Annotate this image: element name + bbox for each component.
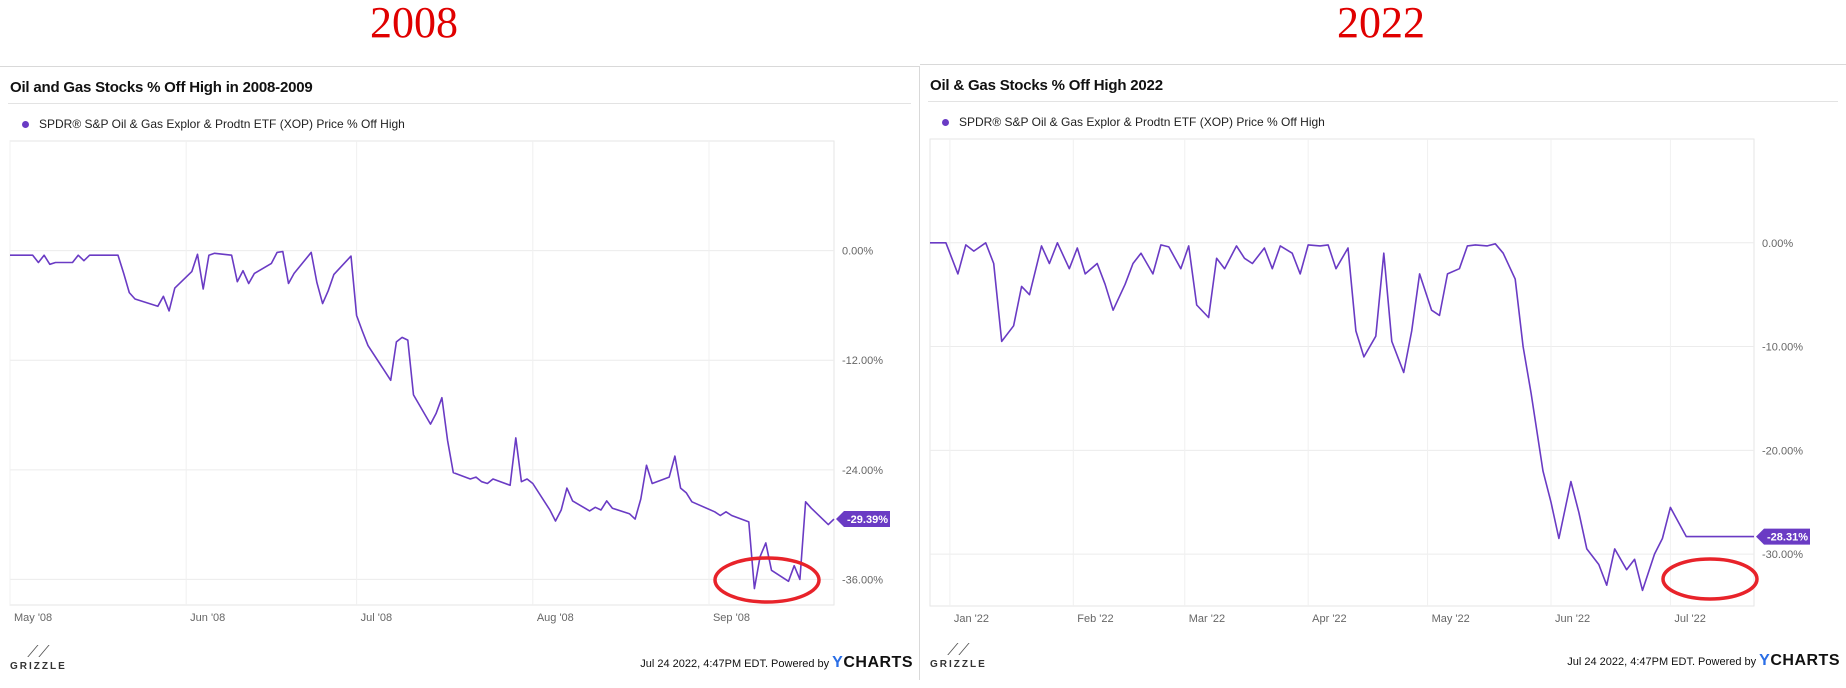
footer-attribution: Jul 24 2022, 4:47PM EDT. Powered by YCHA… <box>640 654 913 672</box>
panel-divider <box>919 66 920 680</box>
chart-panel-2022: Oil & Gas Stocks % Off High 2022 SPDR® S… <box>920 64 1846 678</box>
grizzle-logo: ⟋⟋ GRIZZLE <box>10 644 67 673</box>
x-tick-label: May '22 <box>1432 613 1470 625</box>
legend-label: SPDR® S&P Oil & Gas Explor & Prodtn ETF … <box>39 117 405 131</box>
chart-title: Oil and Gas Stocks % Off High in 2008-20… <box>10 79 313 96</box>
grizzle-logo-icon: ⟋⟋ <box>947 642 970 659</box>
line-chart-2022: 0.00% -10.00% -20.00% -30.00% Jan '22 Feb '22… <box>929 138 1810 625</box>
title-divider <box>928 101 1838 102</box>
x-tick-label: Jul '22 <box>1674 613 1705 625</box>
y-tick-label: 0.00% <box>1762 238 1793 250</box>
x-tick-label: May '08 <box>14 612 52 624</box>
highlight-circle <box>713 556 821 604</box>
chart-title: Oil & Gas Stocks % Off High 2022 <box>930 77 1163 94</box>
title-divider <box>8 103 911 104</box>
last-value-tag <box>836 511 890 528</box>
y-tick-label: -24.00% <box>842 465 883 477</box>
x-tick-label: Sep '08 <box>713 612 750 624</box>
grizzle-logo: ⟋⟋ GRIZZLE <box>930 642 987 671</box>
chart-panel-2008: Oil and Gas Stocks % Off High in 2008-20… <box>0 66 919 680</box>
plot-area <box>9 140 835 606</box>
chart-legend[interactable]: SPDR® S&P Oil & Gas Explor & Prodtn ETF … <box>22 117 405 131</box>
grizzle-logo-icon: ⟋⟋ <box>27 644 50 661</box>
chart-legend[interactable]: SPDR® S&P Oil & Gas Explor & Prodtn ETF … <box>942 115 1325 129</box>
last-value-tag <box>1756 528 1810 545</box>
grizzle-logo-text: GRIZZLE <box>930 659 987 670</box>
x-tick-label: Jun '22 <box>1555 613 1590 625</box>
plot-area <box>929 138 1755 607</box>
year-label-2022: 2022 <box>1337 0 1425 47</box>
x-tick-label: Jun '08 <box>190 612 225 624</box>
line-chart-2008: 0.00% -12.00% -24.00% -36.00% May '08 Jun '08… <box>9 140 890 624</box>
year-label-2008: 2008 <box>370 0 458 47</box>
y-tick-label: 0.00% <box>842 246 873 258</box>
y-tick-label: -36.00% <box>842 574 883 586</box>
series-line <box>930 242 1754 592</box>
ycharts-logo[interactable]: YCHARTS <box>832 654 913 671</box>
footer-attribution: Jul 24 2022, 4:47PM EDT. Powered by YCHA… <box>1567 652 1840 670</box>
x-tick-label: Apr '22 <box>1312 613 1347 625</box>
last-value-label: -29.39% <box>847 514 888 526</box>
y-tick-label: -12.00% <box>842 355 883 367</box>
legend-marker <box>942 118 949 126</box>
x-tick-label: Jul '08 <box>361 612 392 624</box>
highlight-circle <box>1661 557 1759 601</box>
y-tick-label: -30.00% <box>1762 549 1803 561</box>
legend-marker <box>22 120 29 128</box>
grizzle-logo-text: GRIZZLE <box>10 661 67 672</box>
x-tick-label: Jan '22 <box>954 613 989 625</box>
x-tick-label: Aug '08 <box>537 612 574 624</box>
x-tick-label: Mar '22 <box>1189 613 1225 625</box>
footer-timestamp: Jul 24 2022, 4:47PM EDT. Powered by <box>640 658 830 670</box>
series-line <box>10 250 835 590</box>
y-tick-label: -20.00% <box>1762 445 1803 457</box>
legend-label: SPDR® S&P Oil & Gas Explor & Prodtn ETF … <box>959 115 1325 129</box>
footer-timestamp: Jul 24 2022, 4:47PM EDT. Powered by <box>1567 656 1757 668</box>
x-tick-label: Feb '22 <box>1077 613 1113 625</box>
last-value-label: -28.31% <box>1767 532 1808 544</box>
y-tick-label: -10.00% <box>1762 342 1803 354</box>
ycharts-logo[interactable]: YCHARTS <box>1759 652 1840 669</box>
